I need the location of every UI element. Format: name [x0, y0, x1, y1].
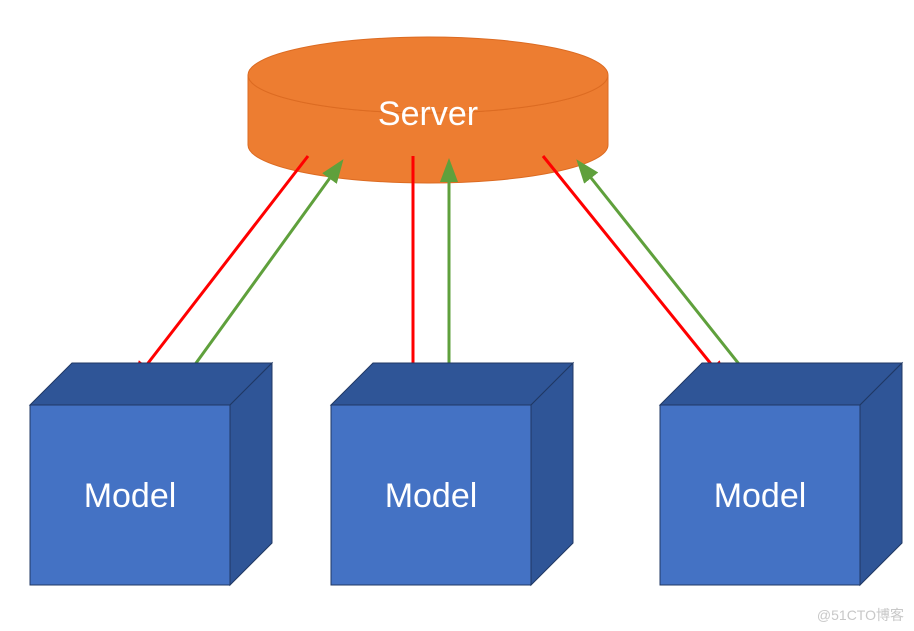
model-node: Model: [660, 363, 902, 585]
architecture-diagram: Server Model Model Model: [0, 0, 914, 631]
edge-arrow: [178, 164, 340, 388]
model-node: Model: [331, 363, 573, 585]
server-node: Server: [248, 37, 608, 183]
watermark: @51CTO博客: [817, 605, 904, 625]
edge-arrow: [580, 164, 758, 388]
edge-arrow: [135, 156, 308, 380]
server-label: Server: [378, 95, 478, 133]
model-label: Model: [385, 477, 478, 515]
model-nodes-group: Model Model Model: [30, 363, 902, 585]
model-label: Model: [84, 477, 177, 515]
model-label: Model: [714, 477, 807, 515]
model-node: Model: [30, 363, 272, 585]
edge-arrow: [543, 156, 724, 380]
edges-group: [135, 156, 758, 388]
